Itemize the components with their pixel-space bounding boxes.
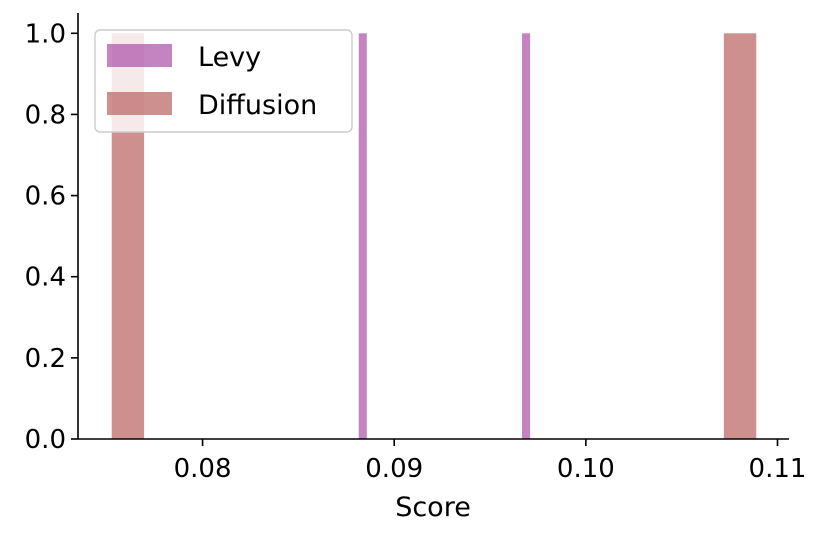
x-ticks: 0.08 0.09 0.10 0.11 bbox=[174, 439, 807, 484]
legend-swatch-diffusion bbox=[107, 92, 172, 115]
legend-label-diffusion: Diffusion bbox=[198, 90, 317, 121]
bar-diffusion-1 bbox=[723, 33, 757, 439]
y-ticks: 0.0 0.2 0.4 0.6 0.8 1.0 bbox=[25, 19, 78, 455]
legend: Levy Diffusion bbox=[94, 29, 353, 133]
x-tick-label-2: 0.10 bbox=[557, 454, 615, 484]
legend-swatch-levy bbox=[107, 44, 172, 67]
bar-levy-1 bbox=[522, 33, 531, 439]
bars-layer bbox=[111, 33, 757, 439]
x-tick-label-1: 0.09 bbox=[365, 454, 423, 484]
y-tick-label-3: 0.6 bbox=[25, 182, 66, 212]
bar-levy-0 bbox=[358, 33, 367, 439]
y-tick-label-5: 1.0 bbox=[25, 19, 66, 49]
x-axis-label: Score bbox=[395, 492, 471, 523]
y-tick-label-0: 0.0 bbox=[25, 425, 66, 455]
legend-label-levy: Levy bbox=[198, 42, 261, 73]
y-tick-label-4: 0.8 bbox=[25, 100, 66, 130]
x-tick-label-3: 0.11 bbox=[749, 454, 807, 484]
y-tick-label-2: 0.4 bbox=[25, 263, 66, 293]
y-tick-label-1: 0.2 bbox=[25, 344, 66, 374]
x-tick-label-0: 0.08 bbox=[174, 454, 232, 484]
